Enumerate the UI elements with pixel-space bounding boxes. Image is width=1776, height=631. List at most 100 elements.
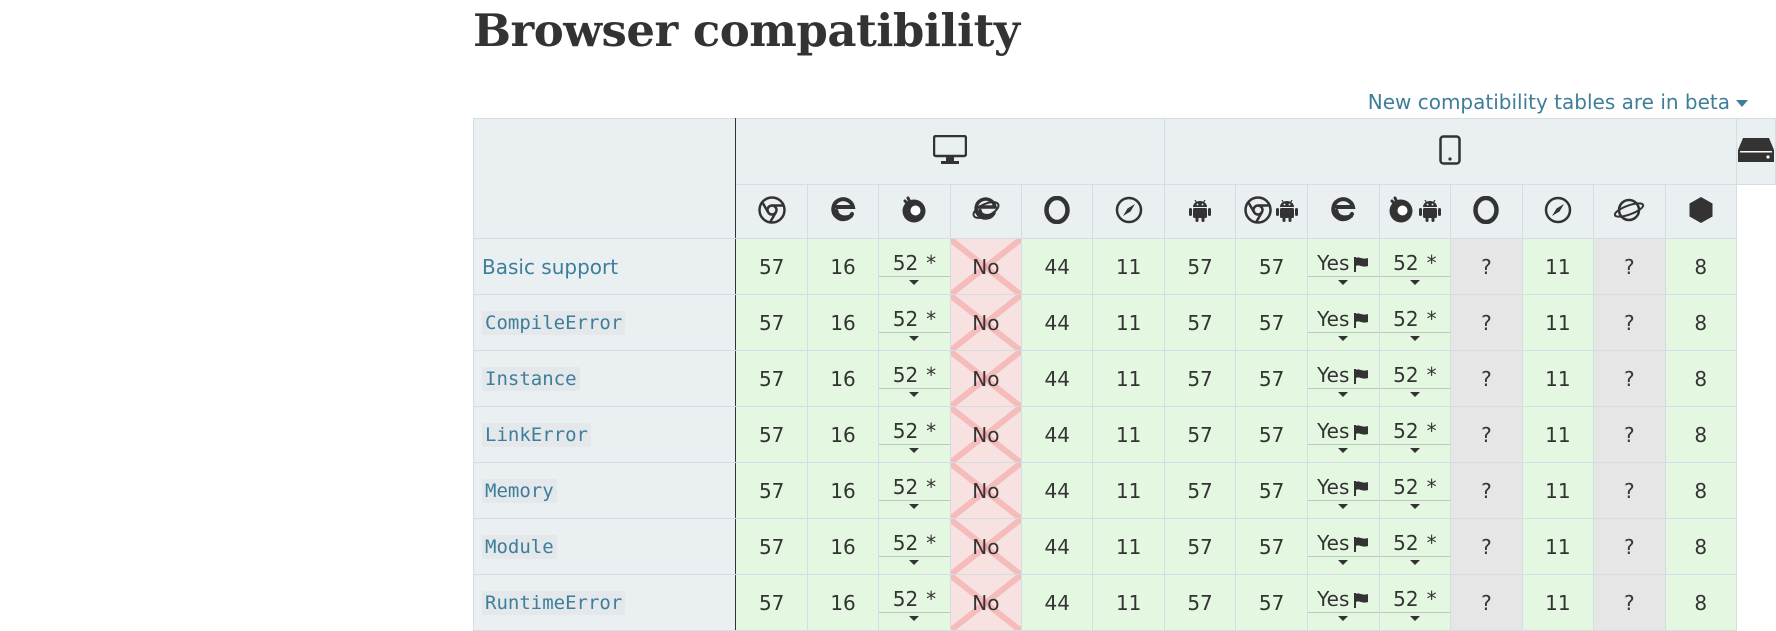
feature-link[interactable]: LinkError [482,422,591,447]
support-cell-firefox[interactable]: 52 * [878,294,951,351]
expand-toggle[interactable] [879,500,950,512]
feature-link[interactable]: Basic support [482,254,619,279]
expand-toggle[interactable] [1379,444,1451,456]
expand-toggle[interactable] [1379,556,1451,568]
support-cell-firefox[interactable]: 52 * [878,462,951,519]
expand-toggle[interactable] [879,556,950,568]
support-value: 16 [830,478,856,503]
expand-toggle[interactable] [879,612,950,624]
support-cell-firefox-android[interactable]: 52 * [1378,462,1452,519]
support-value: 52 [892,531,919,555]
support-cell-firefox-android[interactable]: 52 * [1378,294,1452,351]
support-cell-webview-android: 57 [1163,406,1237,463]
support-cell-firefox-android[interactable]: 52 * [1378,238,1452,295]
support-value: 8 [1694,366,1708,391]
feature-link[interactable]: Memory [482,478,557,503]
support-cell-firefox[interactable]: 52 * [878,350,951,407]
expand-toggle[interactable] [1379,276,1451,288]
expand-toggle[interactable] [1308,276,1379,288]
support-value: 16 [830,590,856,615]
expand-toggle[interactable] [1308,388,1379,400]
support-cell-firefox-android[interactable]: 52 * [1378,406,1452,463]
feature-link[interactable]: Module [482,534,557,559]
support-value: ? [1481,366,1492,391]
support-cell-edge-mobile[interactable]: Yes [1307,462,1380,519]
footnote-marker: * [926,475,937,499]
support-value: 57 [1258,422,1285,447]
browser-chrome-android [1235,184,1309,239]
browser-icon-group [1544,196,1572,224]
footnote-marker: * [926,363,937,387]
support-value: 57 [758,254,785,279]
expand-toggle[interactable] [1308,612,1379,624]
support-cell-nodejs: 8 [1664,406,1738,463]
support-value: Yes [1317,587,1350,611]
support-value: 57 [758,590,785,615]
browser-icon-group [1613,196,1645,224]
support-cell-opera: 44 [1021,462,1094,519]
support-value: 11 [1545,366,1571,391]
support-cell-safari-ios: 11 [1521,238,1595,295]
expand-toggle[interactable] [1308,444,1379,456]
support-value: 57 [1187,590,1213,615]
flag-icon [1353,365,1369,389]
support-cell-firefox-android[interactable]: 52 * [1378,350,1452,407]
expand-toggle[interactable] [1379,612,1451,624]
support-value: Yes [1317,251,1350,275]
expand-toggle[interactable] [1379,500,1451,512]
support-cell-edge-mobile[interactable]: Yes [1307,238,1380,295]
browser-icon-group [757,195,786,224]
support-cell-samsung-internet: ? [1593,294,1666,351]
support-cell-edge-mobile[interactable]: Yes [1307,294,1380,351]
platform-row [472,118,1776,239]
feature-link[interactable]: RuntimeError [482,590,626,615]
support-cell-chrome: 57 [735,574,808,631]
support-cell-firefox[interactable]: 52 * [878,406,951,463]
support-value: Yes [1317,475,1350,499]
support-cell-firefox-android[interactable]: 52 * [1378,574,1452,631]
support-cell-firefox[interactable]: 52 * [878,518,951,575]
support-cell-nodejs: 8 [1664,518,1738,575]
support-cell-ie: No [949,406,1023,463]
support-cell-edge-mobile[interactable]: Yes [1307,574,1380,631]
nodejs-icon [1688,196,1714,224]
browser-safari [1092,184,1165,239]
support-value: 52 [892,587,919,611]
expand-toggle[interactable] [1379,332,1451,344]
support-value: 11 [1545,254,1571,279]
support-value: 52 [1393,587,1419,611]
support-value: ? [1481,534,1492,559]
expand-toggle[interactable] [879,332,950,344]
support-value: 8 [1694,310,1708,335]
beta-tables-link[interactable]: New compatibility tables are in beta [1368,90,1748,114]
support-cell-firefox[interactable]: 52 * [878,574,951,631]
expand-toggle[interactable] [879,276,950,288]
expand-toggle[interactable] [879,444,950,456]
expand-toggle[interactable] [1308,500,1379,512]
expand-toggle[interactable] [1308,556,1379,568]
support-cell-firefox-android[interactable]: 52 * [1378,518,1452,575]
footnote-marker: * [1426,587,1437,611]
feature-link[interactable]: CompileError [482,310,626,335]
ie-icon [971,196,1001,224]
android-icon [1275,197,1299,223]
support-cell-edge-mobile[interactable]: Yes [1307,350,1380,407]
support-value: 8 [1694,254,1708,279]
browser-icon-group [971,196,1001,224]
expand-toggle[interactable] [1379,388,1451,400]
support-cell-edge: 16 [806,574,880,631]
support-value: 44 [1044,366,1070,391]
support-cell-firefox[interactable]: 52 * [878,238,951,295]
table-row: Basic support 57 16 52 * No 44 11 57 57 Yes 52 *? 11?… [472,238,1776,295]
support-cell-ie: No [949,238,1023,295]
feature-link[interactable]: Instance [482,366,580,391]
support-value: 52 [892,251,919,275]
desktop-icon [932,134,968,169]
expand-toggle[interactable] [879,388,950,400]
support-cell-edge-mobile[interactable]: Yes [1307,518,1380,575]
support-value: 8 [1694,534,1708,559]
expand-toggle[interactable] [1308,332,1379,344]
support-cell-edge-mobile[interactable]: Yes [1307,406,1380,463]
support-value: 57 [1258,478,1285,503]
browser-edge [806,184,880,239]
